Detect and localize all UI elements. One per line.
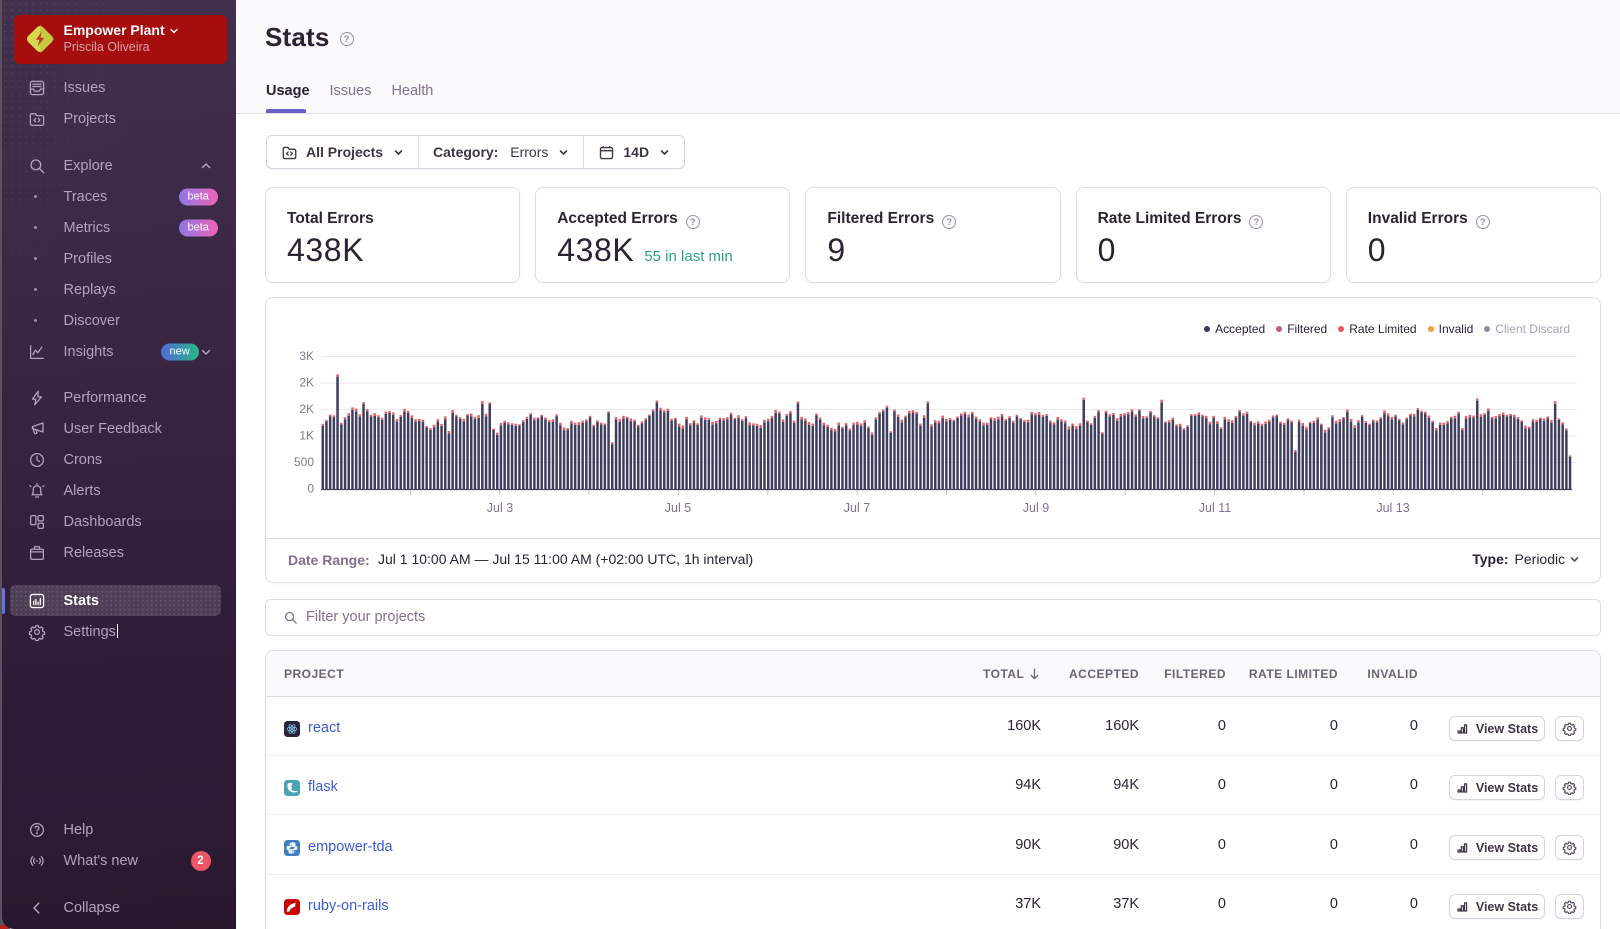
svg-text:Jul 9: Jul 9 (1023, 501, 1049, 515)
svg-text:Jul 7: Jul 7 (844, 501, 870, 515)
svg-text:1K: 1K (299, 429, 314, 443)
svg-text:2K: 2K (299, 402, 314, 416)
svg-text:2K: 2K (299, 376, 314, 390)
svg-text:Jul 5: Jul 5 (665, 501, 691, 515)
svg-text:0: 0 (307, 482, 314, 496)
svg-text:Jul 11: Jul 11 (1199, 501, 1231, 515)
svg-text:Jul 13: Jul 13 (1376, 501, 1409, 515)
svg-text:3K: 3K (299, 349, 314, 363)
svg-text:Jul 3: Jul 3 (487, 501, 513, 515)
svg-text:500: 500 (294, 455, 314, 469)
